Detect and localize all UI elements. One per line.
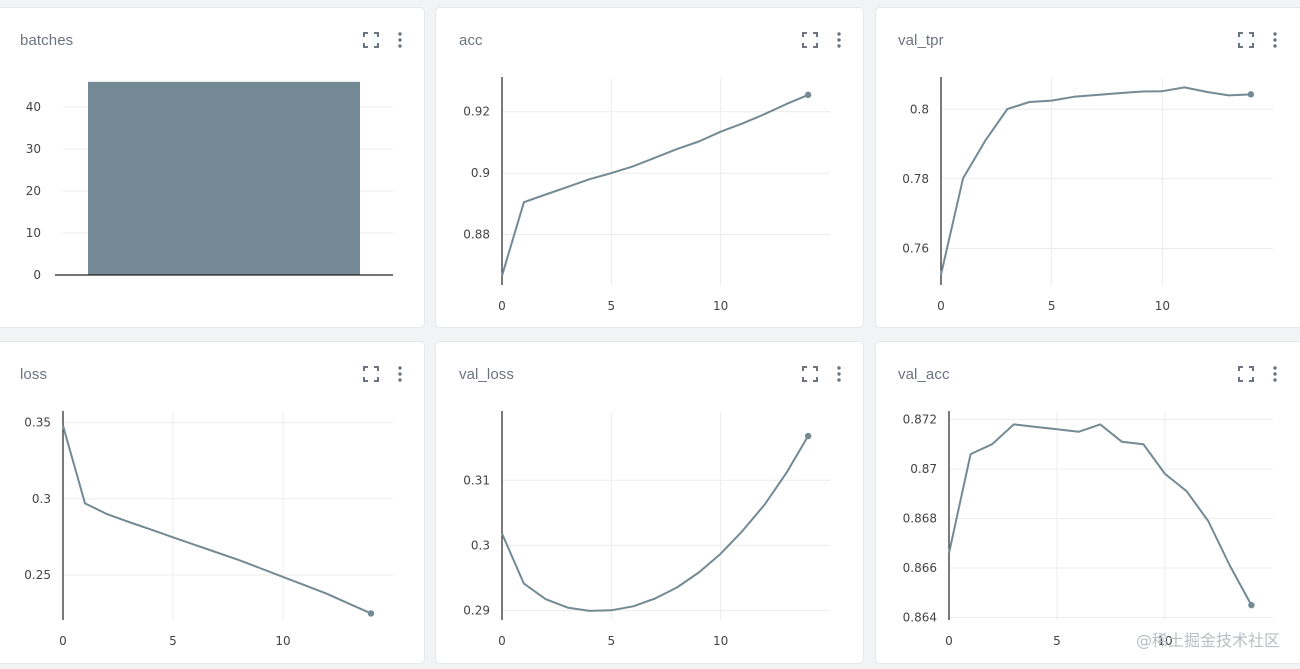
y-tick-label: 0.29 <box>463 603 490 617</box>
y-tick-label: 0.872 <box>903 412 937 426</box>
chart-title: loss <box>20 366 48 383</box>
more-vertical-icon[interactable] <box>831 365 847 383</box>
y-tick-label: 0.866 <box>903 561 937 575</box>
y-tick-label: 0.88 <box>463 227 490 241</box>
y-tick-label: 20 <box>26 184 41 198</box>
y-tick-label: 0.31 <box>463 473 490 487</box>
x-tick-label: 0 <box>937 299 945 313</box>
chart-title: val_acc <box>898 366 950 383</box>
last-point-marker <box>1248 601 1255 609</box>
x-tick-label: 5 <box>169 634 177 648</box>
watermark: @稀土掘金技术社区 <box>1135 631 1280 650</box>
y-tick-label: 0 <box>33 268 41 282</box>
bar <box>88 81 360 275</box>
last-point-marker <box>1247 91 1255 98</box>
x-tick-label: 5 <box>1053 634 1061 648</box>
fullscreen-icon[interactable] <box>363 31 379 49</box>
x-tick-label: 0 <box>498 634 506 648</box>
x-tick-label: 10 <box>713 299 728 313</box>
more-vertical-icon[interactable] <box>831 31 847 49</box>
series-line <box>62 425 372 615</box>
y-tick-label: 40 <box>26 100 41 114</box>
fullscreen-icon[interactable] <box>802 365 818 383</box>
fullscreen-icon[interactable] <box>1238 31 1254 49</box>
chart-title: acc <box>459 32 483 49</box>
x-tick-label: 10 <box>1155 299 1170 313</box>
chart-card-acc: acc <box>435 7 864 328</box>
more-vertical-icon[interactable] <box>392 31 408 49</box>
y-tick-label: 0.3 <box>32 492 51 506</box>
chart-title: val_tpr <box>898 32 944 49</box>
last-point-marker <box>804 432 812 440</box>
x-tick-label: 5 <box>1048 299 1056 313</box>
x-tick-label: 5 <box>608 299 616 313</box>
series-line <box>501 435 809 612</box>
x-tick-label: 0 <box>498 299 506 313</box>
x-tick-label: 10 <box>1157 634 1172 648</box>
x-tick-label: 5 <box>608 634 616 648</box>
chart-title: batches <box>20 32 74 49</box>
series-line <box>501 93 809 277</box>
more-vertical-icon[interactable] <box>1267 31 1283 49</box>
last-point-marker <box>367 610 375 617</box>
y-tick-label: 0.8 <box>910 102 929 116</box>
more-vertical-icon[interactable] <box>1267 365 1283 383</box>
y-tick-label: 0.3 <box>471 538 490 552</box>
fullscreen-icon[interactable] <box>363 365 379 383</box>
chart-card-loss: loss <box>0 341 425 664</box>
chart-title: val_loss <box>459 366 514 383</box>
fullscreen-icon[interactable] <box>1238 365 1254 383</box>
fullscreen-icon[interactable] <box>802 31 818 49</box>
y-tick-label: 0.25 <box>24 568 51 582</box>
y-tick-label: 0.868 <box>903 511 937 525</box>
x-tick-label: 10 <box>713 634 728 648</box>
x-tick-label: 0 <box>945 634 953 648</box>
series-line <box>948 423 1253 606</box>
y-tick-label: 30 <box>26 142 41 156</box>
y-tick-label: 0.9 <box>471 166 490 180</box>
y-tick-label: 0.92 <box>463 105 490 119</box>
y-tick-label: 0.35 <box>24 416 51 430</box>
x-tick-label: 0 <box>59 634 67 648</box>
last-point-marker <box>804 91 812 99</box>
y-tick-label: 0.76 <box>902 241 929 255</box>
chart-card-val-tpr: val_tpr <box>875 7 1300 328</box>
y-tick-label: 10 <box>26 226 41 240</box>
more-vertical-icon[interactable] <box>392 365 408 383</box>
y-tick-label: 0.78 <box>902 172 929 186</box>
chart-card-val-acc: val_acc <box>875 341 1300 664</box>
y-tick-label: 0.864 <box>903 611 937 625</box>
series-line <box>940 86 1251 275</box>
y-tick-label: 0.87 <box>910 462 937 476</box>
x-tick-label: 10 <box>275 634 290 648</box>
